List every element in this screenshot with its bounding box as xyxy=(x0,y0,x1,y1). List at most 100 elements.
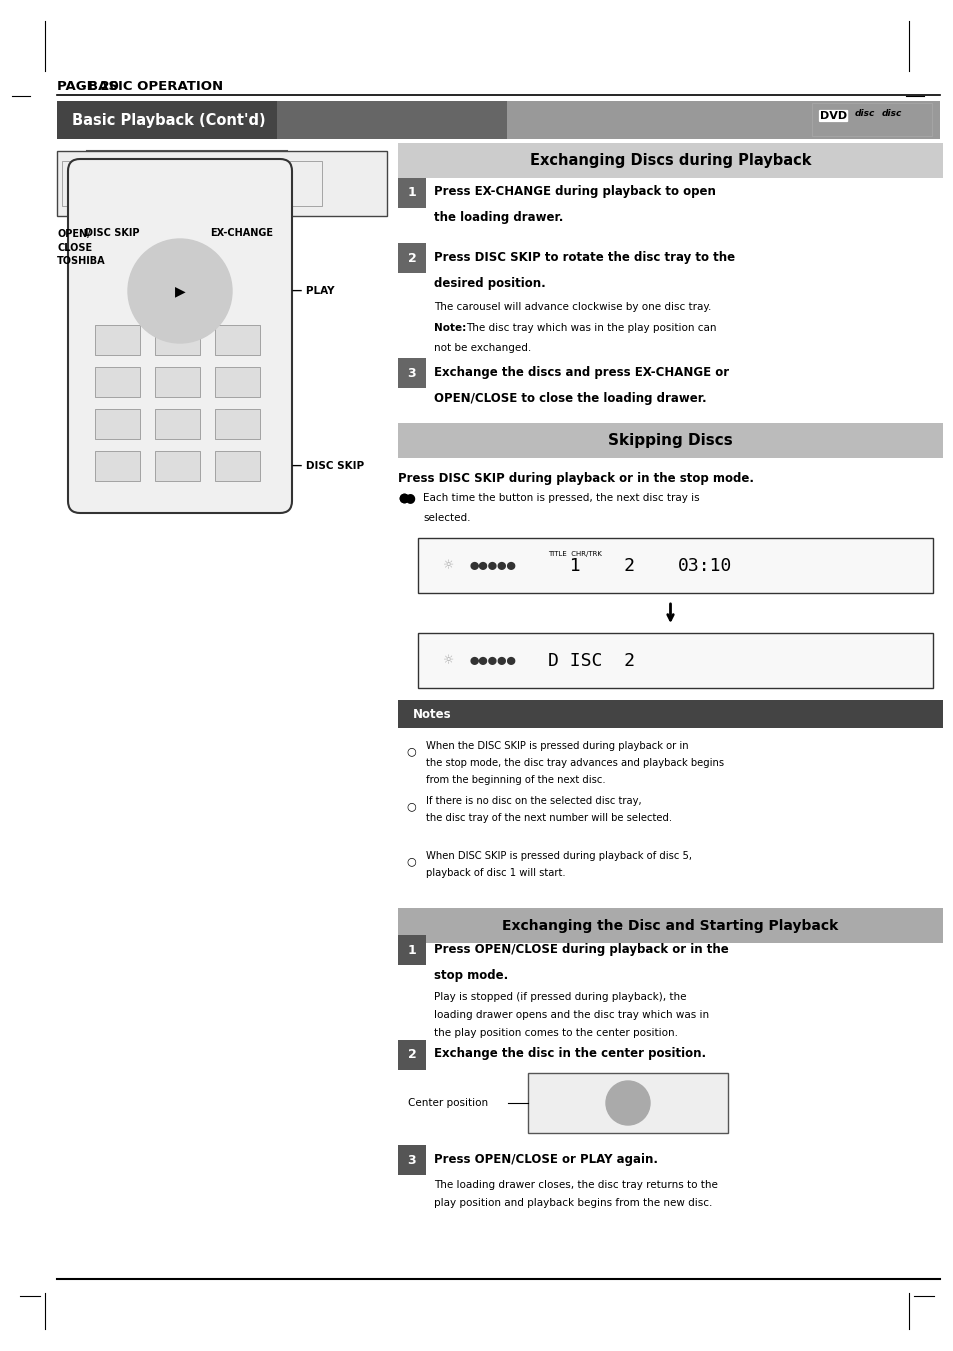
Text: Skipping Discs: Skipping Discs xyxy=(607,434,732,449)
Bar xyxy=(397,700,942,728)
Text: DVD: DVD xyxy=(820,111,846,122)
Bar xyxy=(95,326,140,355)
Bar xyxy=(95,367,140,397)
Text: When DISC SKIP is pressed during playback of disc 5,: When DISC SKIP is pressed during playbac… xyxy=(426,851,691,861)
Bar xyxy=(397,1146,426,1175)
Text: ●: ● xyxy=(403,492,415,504)
Text: 2: 2 xyxy=(407,1048,416,1062)
Text: loading drawer opens and the disc tray which was in: loading drawer opens and the disc tray w… xyxy=(434,1011,708,1020)
Text: ☼: ☼ xyxy=(442,559,454,571)
Text: Each time the button is pressed, the next disc tray is: Each time the button is pressed, the nex… xyxy=(422,493,699,503)
Text: 3: 3 xyxy=(407,366,416,380)
Bar xyxy=(62,161,322,205)
Bar xyxy=(95,451,140,481)
Text: Center position: Center position xyxy=(408,1098,488,1108)
Bar xyxy=(154,409,200,439)
Text: Notes: Notes xyxy=(413,708,451,720)
Text: Press OPEN/CLOSE or PLAY again.: Press OPEN/CLOSE or PLAY again. xyxy=(434,1152,658,1166)
Text: playback of disc 1 will start.: playback of disc 1 will start. xyxy=(426,867,565,878)
Text: stop mode.: stop mode. xyxy=(434,969,508,981)
Text: 2: 2 xyxy=(407,251,416,265)
Text: ⬤⬤⬤⬤⬤: ⬤⬤⬤⬤⬤ xyxy=(470,657,517,665)
Bar xyxy=(154,451,200,481)
Text: desired position.: desired position. xyxy=(434,277,545,289)
Text: EX-CHANGE: EX-CHANGE xyxy=(211,228,274,238)
Text: CLOSE: CLOSE xyxy=(57,243,92,253)
Text: ⬤⬤⬤⬤⬤: ⬤⬤⬤⬤⬤ xyxy=(470,561,517,570)
Text: Press DISC SKIP during playback or in the stop mode.: Press DISC SKIP during playback or in th… xyxy=(397,471,753,485)
Bar xyxy=(397,358,426,388)
Bar xyxy=(811,103,931,136)
Text: Press EX-CHANGE during playback to open: Press EX-CHANGE during playback to open xyxy=(434,185,715,199)
Bar xyxy=(397,935,426,965)
Bar xyxy=(95,409,140,439)
Text: selected.: selected. xyxy=(422,513,470,523)
Text: ○: ○ xyxy=(406,801,416,811)
Bar xyxy=(527,1073,727,1133)
Text: disc: disc xyxy=(854,109,875,119)
Circle shape xyxy=(87,159,137,209)
Text: OPEN/: OPEN/ xyxy=(57,230,91,239)
Text: Basic Playback (Cont'd): Basic Playback (Cont'd) xyxy=(71,112,265,127)
Text: 1    2: 1 2 xyxy=(547,557,635,574)
Circle shape xyxy=(605,1081,649,1125)
Text: disc: disc xyxy=(882,109,902,119)
Text: The carousel will advance clockwise by one disc tray.: The carousel will advance clockwise by o… xyxy=(434,303,711,312)
Text: Exchange the discs and press EX-CHANGE or: Exchange the discs and press EX-CHANGE o… xyxy=(434,366,728,378)
Text: 1: 1 xyxy=(407,943,416,957)
Text: BASIC OPERATION: BASIC OPERATION xyxy=(88,80,223,93)
Bar xyxy=(214,451,260,481)
Bar xyxy=(397,178,426,208)
Text: — DISC SKIP: — DISC SKIP xyxy=(292,461,364,471)
Text: ○: ○ xyxy=(406,857,416,866)
Text: D ISC  2: D ISC 2 xyxy=(547,651,635,670)
Bar xyxy=(214,367,260,397)
Text: ▶: ▶ xyxy=(174,284,185,299)
Bar xyxy=(214,409,260,439)
Bar xyxy=(397,423,942,458)
Bar xyxy=(397,243,426,273)
Text: Exchanging Discs during Playback: Exchanging Discs during Playback xyxy=(529,153,810,168)
Text: PAGE 20: PAGE 20 xyxy=(57,80,118,93)
Bar xyxy=(397,1040,426,1070)
Bar xyxy=(397,908,942,943)
Text: 03:10: 03:10 xyxy=(678,557,732,574)
Text: — PLAY: — PLAY xyxy=(292,286,335,296)
Text: TOSHIBA: TOSHIBA xyxy=(57,255,106,266)
Bar xyxy=(57,101,939,139)
Bar xyxy=(154,326,200,355)
Text: ○: ○ xyxy=(406,746,416,757)
Text: Play is stopped (if pressed during playback), the: Play is stopped (if pressed during playb… xyxy=(434,992,686,1002)
Bar xyxy=(417,538,932,593)
Circle shape xyxy=(128,239,232,343)
Bar xyxy=(87,151,287,507)
Text: not be exchanged.: not be exchanged. xyxy=(434,343,531,353)
FancyBboxPatch shape xyxy=(68,159,292,513)
Text: ☼: ☼ xyxy=(442,654,454,667)
Text: 3: 3 xyxy=(407,1154,416,1166)
Text: The loading drawer closes, the disc tray returns to the: The loading drawer closes, the disc tray… xyxy=(434,1179,717,1190)
Text: the play position comes to the center position.: the play position comes to the center po… xyxy=(434,1028,678,1038)
Bar xyxy=(57,151,387,216)
Text: When the DISC SKIP is pressed during playback or in: When the DISC SKIP is pressed during pla… xyxy=(426,740,688,751)
Text: Note:: Note: xyxy=(434,323,466,332)
Text: from the beginning of the next disc.: from the beginning of the next disc. xyxy=(426,775,605,785)
Text: the stop mode, the disc tray advances and playback begins: the stop mode, the disc tray advances an… xyxy=(426,758,723,767)
Bar xyxy=(397,143,942,178)
Bar xyxy=(154,367,200,397)
Bar xyxy=(417,634,932,688)
Text: Exchange the disc in the center position.: Exchange the disc in the center position… xyxy=(434,1047,705,1061)
Bar xyxy=(57,101,276,139)
Bar xyxy=(214,326,260,355)
Text: OPEN/CLOSE to close the loading drawer.: OPEN/CLOSE to close the loading drawer. xyxy=(434,392,706,404)
Text: DISC SKIP: DISC SKIP xyxy=(85,228,139,238)
Text: 1: 1 xyxy=(407,186,416,200)
Text: the loading drawer.: the loading drawer. xyxy=(434,212,563,224)
Text: Press OPEN/CLOSE during playback or in the: Press OPEN/CLOSE during playback or in t… xyxy=(434,943,728,955)
Text: play position and playback begins from the new disc.: play position and playback begins from t… xyxy=(434,1198,712,1208)
Text: the disc tray of the next number will be selected.: the disc tray of the next number will be… xyxy=(426,813,672,823)
Text: The disc tray which was in the play position can: The disc tray which was in the play posi… xyxy=(465,323,716,332)
Text: TITLE  CHR/TRK: TITLE CHR/TRK xyxy=(547,550,601,557)
Bar xyxy=(57,101,506,139)
Text: Press DISC SKIP to rotate the disc tray to the: Press DISC SKIP to rotate the disc tray … xyxy=(434,250,735,263)
